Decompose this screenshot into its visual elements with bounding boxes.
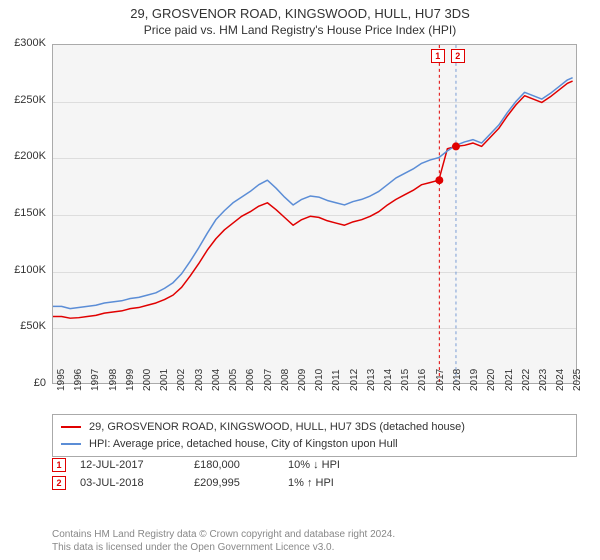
y-tick-label: £250K [0,94,46,106]
legend-label: 29, GROSVENOR ROAD, KINGSWOOD, HULL, HU7… [89,419,465,436]
footer-line: This data is licensed under the Open Gov… [52,541,395,554]
legend-swatch-icon [61,426,81,428]
sales-table: 1 12-JUL-2017 £180,000 10% ↓ HPI 2 03-JU… [52,458,388,494]
sale-price: £209,995 [194,477,274,489]
sale-marker-icon: 2 [52,476,66,490]
footer-line: Contains HM Land Registry data © Crown c… [52,528,395,541]
sale-delta: 1% ↑ HPI [288,477,388,489]
sale-marker-icon: 1 [431,49,445,63]
sale-delta: 10% ↓ HPI [288,459,388,471]
y-tick-label: £150K [0,207,46,219]
legend-row: 29, GROSVENOR ROAD, KINGSWOOD, HULL, HU7… [61,419,568,436]
chart-title-block: 29, GROSVENOR ROAD, KINGSWOOD, HULL, HU7… [0,0,600,41]
chart-legend: 29, GROSVENOR ROAD, KINGSWOOD, HULL, HU7… [52,414,577,457]
sale-marker-icon: 1 [52,458,66,472]
sale-marker-icon: 2 [451,49,465,63]
y-tick-label: £300K [0,37,46,49]
sale-row: 1 12-JUL-2017 £180,000 10% ↓ HPI [52,458,388,472]
plot-area: 12 1995199619971998199920002001200220032… [52,44,577,384]
sale-date: 12-JUL-2017 [80,459,180,471]
chart-title-subtitle: Price paid vs. HM Land Registry's House … [0,23,600,37]
y-tick-label: £100K [0,264,46,276]
sale-price: £180,000 [194,459,274,471]
y-tick-label: £50K [0,320,46,332]
y-tick-label: £0 [0,377,46,389]
chart-title-address: 29, GROSVENOR ROAD, KINGSWOOD, HULL, HU7… [0,6,600,21]
sale-row: 2 03-JUL-2018 £209,995 1% ↑ HPI [52,476,388,490]
chart-lines [53,45,576,383]
legend-label: HPI: Average price, detached house, City… [89,436,398,453]
price-chart: 29, GROSVENOR ROAD, KINGSWOOD, HULL, HU7… [0,0,600,560]
sale-date: 03-JUL-2018 [80,477,180,489]
legend-row: HPI: Average price, detached house, City… [61,436,568,453]
sale-marker-labels: 12 [431,49,465,63]
legend-swatch-icon [61,443,81,445]
chart-footer: Contains HM Land Registry data © Crown c… [52,528,395,554]
y-tick-label: £200K [0,150,46,162]
